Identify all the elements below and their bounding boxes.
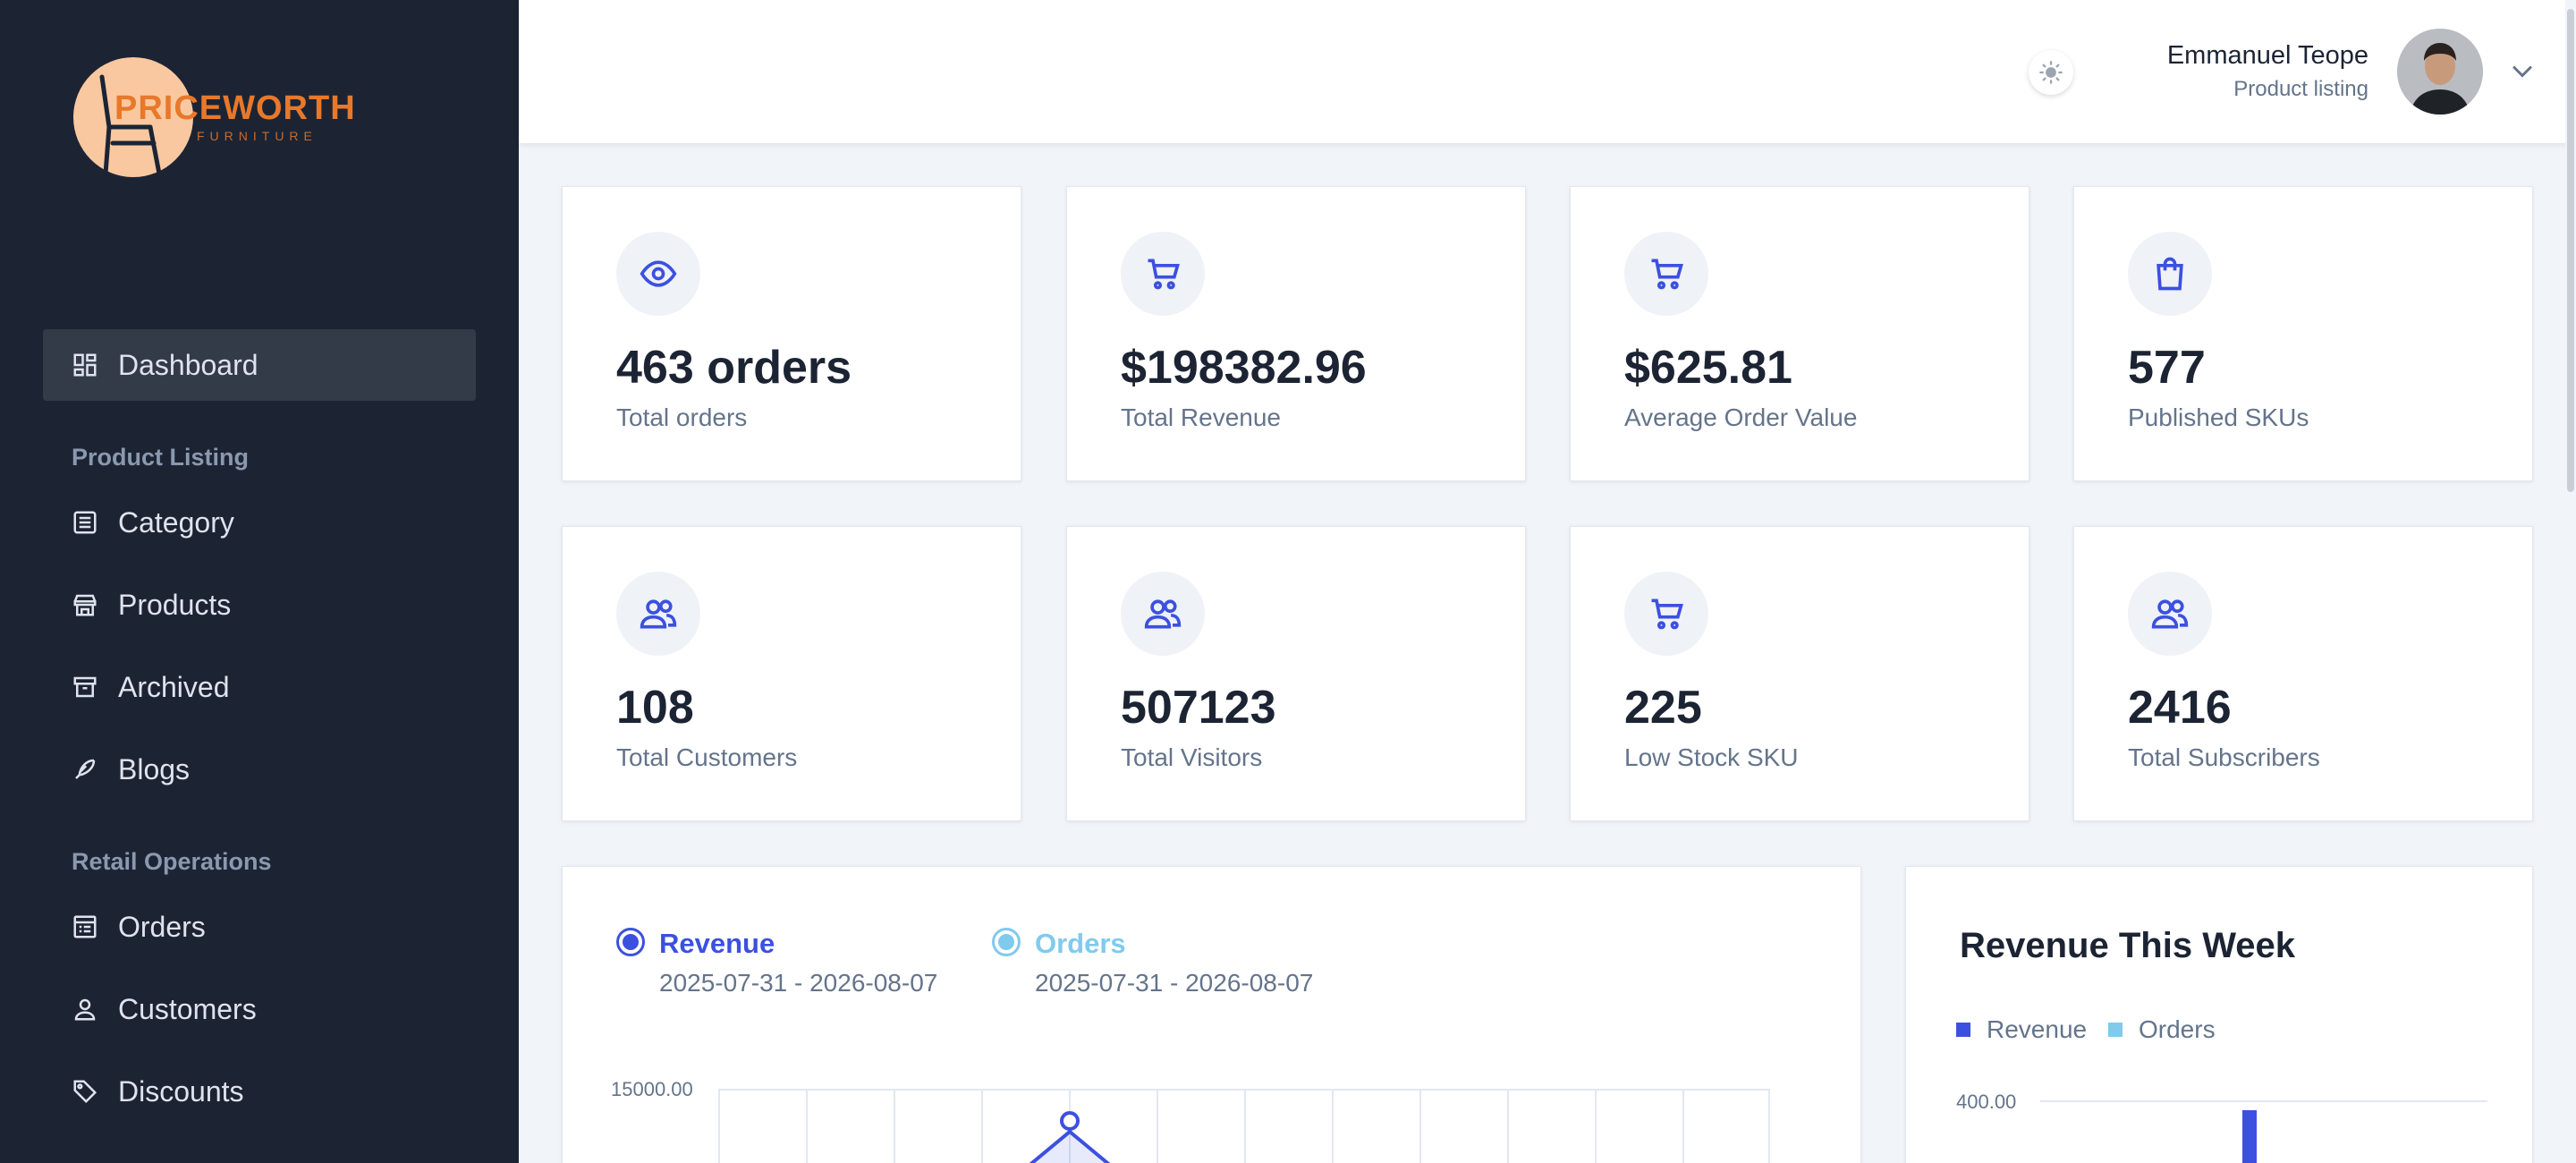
users-icon (2128, 572, 2212, 656)
list-icon (72, 509, 98, 536)
revenue-this-week-panel: Revenue This Week Revenue Orders 400.00 (1905, 866, 2533, 1163)
logo-circle (73, 57, 193, 177)
cart-icon (1624, 232, 1708, 316)
revenue-line (1029, 1129, 1111, 1163)
stat-value: $198382.96 (1121, 342, 1367, 394)
users-icon (1121, 572, 1205, 656)
nav-group-product-listing: Product Listing (72, 444, 249, 471)
stat-label: Total orders (616, 403, 748, 431)
revenue-area (1031, 1132, 1108, 1163)
sidebar-item-archived[interactable]: Archived (43, 651, 476, 723)
stat-card-average-order-value: $625.81 Average Order Value (1570, 186, 2029, 481)
nav-group-retail-operations: Retail Operations (72, 848, 272, 875)
sidebar-item-label: Blogs (118, 752, 191, 785)
scrollbar-thumb[interactable] (2567, 9, 2574, 492)
orders-series-toggle[interactable] (992, 928, 1021, 956)
stat-card-published-skus: 577 Published SKUs (2073, 186, 2533, 481)
stat-label: Published SKUs (2128, 403, 2309, 431)
cart-icon (1624, 572, 1708, 656)
tag-icon (72, 1078, 98, 1105)
eye-icon (616, 232, 700, 316)
orders-series-name: Orders (1035, 928, 1126, 959)
radio-dot (998, 934, 1014, 950)
legend-swatch-revenue (1956, 1023, 1970, 1037)
users-icon (616, 572, 700, 656)
user-role: Product listing (2233, 77, 2368, 101)
bag-icon (2128, 232, 2212, 316)
sidebar-item-products[interactable]: Products (43, 569, 476, 641)
revenue-chart-grid (718, 1089, 1770, 1163)
sidebar-item-label: Archived (118, 670, 230, 703)
legend-label: Revenue (1987, 1015, 2088, 1043)
revenue-series-name: Revenue (659, 928, 775, 959)
sidebar: PRICEWORTH FURNITURE Dashboard Product L… (0, 0, 519, 1163)
chair-icon (99, 74, 162, 176)
stat-label: Average Order Value (1624, 403, 1858, 431)
revenue-series-toggle[interactable] (616, 928, 645, 956)
stat-value: $625.81 (1624, 342, 1792, 394)
store-icon (72, 591, 98, 618)
sidebar-item-dashboard[interactable]: Dashboard (43, 329, 476, 401)
sidebar-item-label: Category (118, 505, 234, 539)
stat-value: 2416 (2128, 682, 2232, 734)
stat-label: Total Customers (616, 743, 798, 771)
stat-card-total-visitors: 507123 Total Visitors (1066, 526, 1526, 821)
avatar[interactable] (2397, 29, 2483, 115)
sidebar-item-label: Dashboard (118, 348, 258, 381)
grid-icon (72, 352, 98, 378)
sidebar-item-discounts[interactable]: Discounts (43, 1056, 476, 1127)
sidebar-item-blogs[interactable]: Blogs (43, 734, 476, 805)
stat-card-total-subscribers: 2416 Total Subscribers (2073, 526, 2533, 821)
sidebar-item-label: Products (118, 588, 232, 621)
stat-value: 225 (1624, 682, 1702, 734)
week-chart-grid (2040, 1100, 2487, 1163)
legend-swatch-orders (2108, 1023, 2123, 1037)
stat-value: 507123 (1121, 682, 1276, 734)
revenue-orders-chart-panel: Revenue 2025-07-31 - 2026-08-07 Orders 2… (562, 866, 1861, 1163)
theme-toggle-button[interactable] (2029, 50, 2073, 95)
user-icon (72, 996, 98, 1023)
user-name: Emmanuel Teope (2166, 41, 2368, 70)
brand-name: PRICEWORTH (114, 89, 356, 127)
stat-card-low-stock-sku: 225 Low Stock SKU (1570, 526, 2029, 821)
y-axis-top-label: 15000.00 (611, 1078, 693, 1100)
stat-label: Total Visitors (1121, 743, 1263, 771)
week-revenue-bar[interactable] (2242, 1110, 2257, 1163)
stat-card-total-revenue: $198382.96 Total Revenue (1066, 186, 1526, 481)
sidebar-item-label: Customers (118, 992, 257, 1025)
archive-icon (72, 674, 98, 700)
sidebar-item-orders[interactable]: Orders (43, 891, 476, 963)
top-header: Emmanuel Teope Product listing (519, 0, 2576, 143)
user-photo (2397, 29, 2483, 115)
stat-card-total-orders: 463 orders Total orders (562, 186, 1021, 481)
legend-label: Orders (2139, 1015, 2216, 1043)
sidebar-item-label: Orders (118, 910, 206, 943)
page-scrollbar[interactable] (2565, 0, 2576, 1163)
legend-orders[interactable]: Orders (2108, 1015, 2216, 1044)
sidebar-item-category[interactable]: Category (43, 487, 476, 558)
cart-icon (1121, 232, 1205, 316)
stat-value: 463 orders (616, 342, 852, 394)
stat-label: Low Stock SKU (1624, 743, 1799, 771)
revenue-series-range: 2025-07-31 - 2026-08-07 (659, 969, 938, 997)
feather-icon (72, 756, 98, 783)
stat-label: Total Subscribers (2128, 743, 2320, 771)
sidebar-item-label: Discounts (118, 1074, 244, 1108)
legend-revenue[interactable]: Revenue (1956, 1015, 2087, 1044)
radio-dot (623, 934, 639, 950)
week-chart-title: Revenue This Week (1960, 926, 2295, 965)
receipt-icon (72, 913, 98, 940)
brand-sub: FURNITURE (197, 129, 318, 143)
stat-value: 108 (616, 682, 694, 734)
stat-value: 577 (2128, 342, 2206, 394)
brand-logo[interactable]: PRICEWORTH FURNITURE (73, 57, 355, 179)
stat-card-total-customers: 108 Total Customers (562, 526, 1021, 821)
chevron-down-icon[interactable] (2506, 55, 2538, 88)
revenue-point[interactable] (1060, 1111, 1080, 1131)
stat-label: Total Revenue (1121, 403, 1282, 431)
sun-icon (2039, 61, 2063, 84)
y-axis-top-label: 400.00 (1956, 1091, 2017, 1113)
sidebar-item-customers[interactable]: Customers (43, 973, 476, 1045)
orders-series-range: 2025-07-31 - 2026-08-07 (1035, 969, 1314, 997)
